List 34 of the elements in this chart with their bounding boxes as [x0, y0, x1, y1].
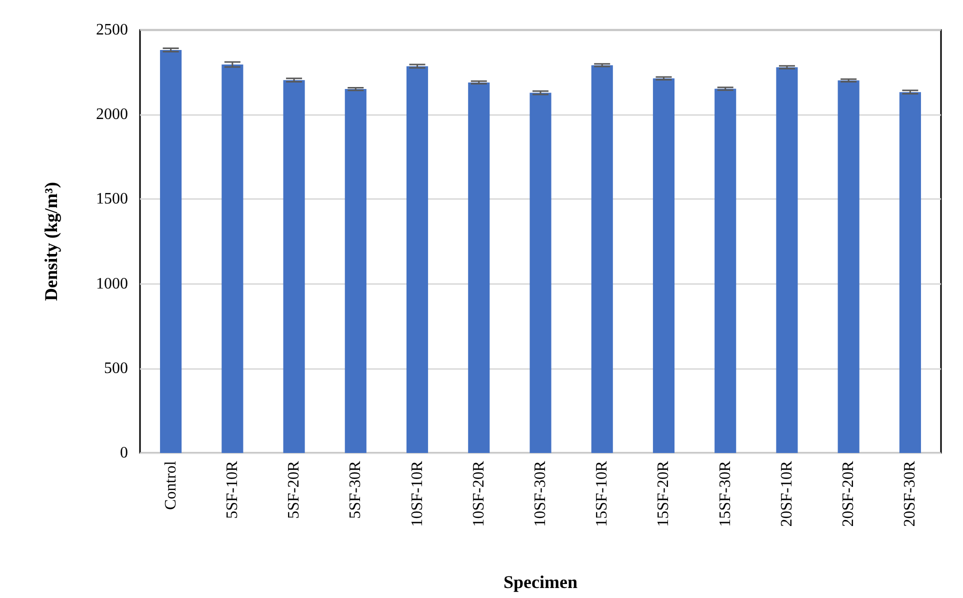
bar [283, 80, 305, 453]
bar [899, 92, 921, 453]
x-axis-title: Specimen [504, 572, 578, 592]
y-tick-label: 1500 [96, 190, 128, 208]
x-tick-label: 20SF-10R [778, 460, 796, 527]
y-axis-title: Density (kg/m³) [41, 182, 61, 301]
x-tick-label: 10SF-20R [470, 460, 488, 527]
y-tick-label: 1000 [96, 275, 128, 292]
y-tick-label: 2000 [96, 106, 128, 124]
bar [714, 88, 736, 453]
y-tick-label: 0 [120, 444, 128, 462]
x-tick-label: 10SF-10R [408, 460, 426, 527]
bar [591, 65, 613, 453]
x-tick-label: 5SF-10R [224, 460, 241, 519]
x-tick-label: 15SF-10R [594, 460, 611, 527]
x-tick-label: 5SF-30R [347, 460, 364, 519]
x-tick-label: Control [162, 460, 180, 510]
y-tick-label: 2500 [96, 22, 128, 38]
bar [530, 92, 552, 453]
x-tick-label: 10SF-30R [532, 460, 549, 527]
x-tick-label: 15SF-30R [716, 460, 734, 527]
y-tick-label: 500 [104, 360, 128, 377]
x-tick-label: 20SF-30R [902, 460, 919, 527]
bar [160, 50, 182, 453]
x-tick-label: 15SF-20R [655, 460, 672, 527]
x-tick-label: 5SF-20R [286, 460, 303, 519]
x-tick-label: 20SF-20R [840, 460, 858, 527]
bar [406, 66, 428, 453]
bar [468, 82, 490, 453]
bar [776, 67, 798, 453]
bar [652, 78, 675, 453]
bar [222, 64, 244, 453]
bar [838, 80, 860, 453]
bar [344, 89, 366, 453]
